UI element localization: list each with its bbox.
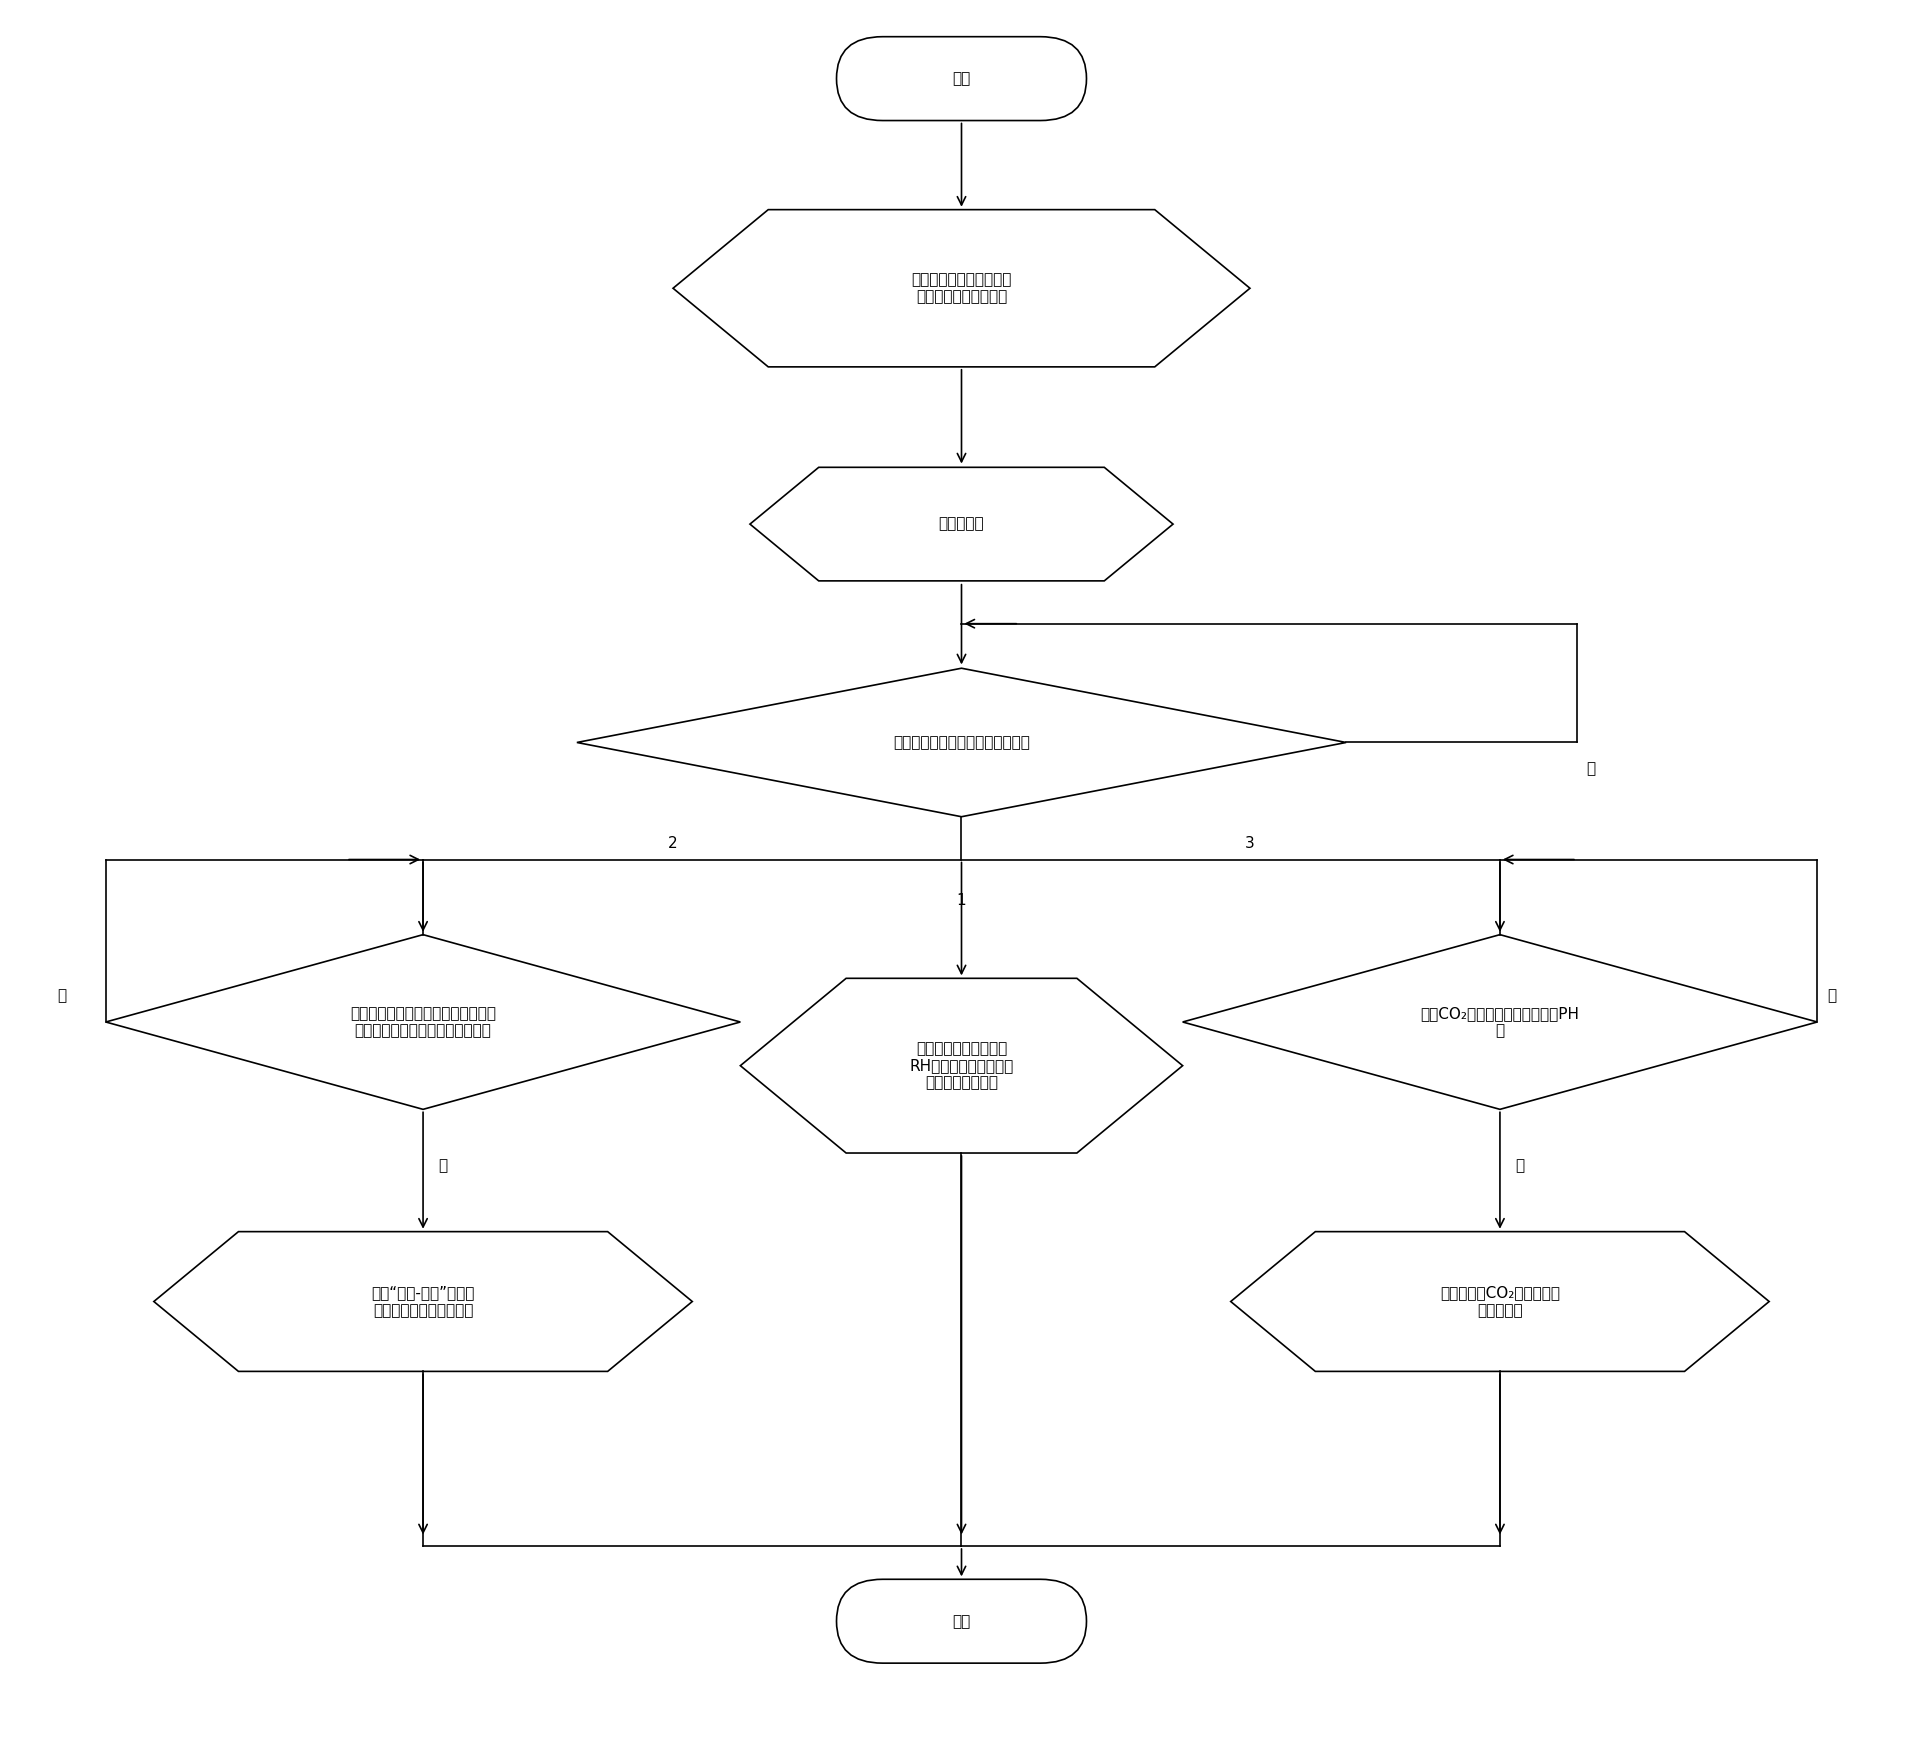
Text: 开始: 开始 <box>952 72 971 86</box>
Text: 记录各时刼CO₂的浓度，计
算传质系数: 记录各时刼CO₂的浓度，计 算传质系数 <box>1440 1286 1560 1317</box>
Polygon shape <box>1183 935 1817 1109</box>
Text: 吹入CO₂，是否达到指定的初始PH
值: 吹入CO₂，是否达到指定的初始PH 值 <box>1421 1006 1579 1038</box>
Text: 是: 是 <box>438 1158 448 1172</box>
Polygon shape <box>577 669 1346 818</box>
Text: 调节钓水模拟液体高度和
钓包位置以及氧枪位置: 调节钓水模拟液体高度和 钓包位置以及氧枪位置 <box>912 273 1011 304</box>
Text: 1: 1 <box>956 893 967 908</box>
Polygon shape <box>750 468 1173 582</box>
Text: 利用阿纽巴流量计测量
RH炉下降管液体流速，
进而计算循环流量: 利用阿纽巴流量计测量 RH炉下降管液体流速， 进而计算循环流量 <box>910 1041 1013 1090</box>
Text: 是: 是 <box>1515 1158 1525 1172</box>
Polygon shape <box>740 978 1183 1153</box>
FancyBboxPatch shape <box>837 37 1086 121</box>
Text: 结束: 结束 <box>952 1614 971 1628</box>
Polygon shape <box>106 935 740 1109</box>
Text: 吹气一定时间后，加入示踪剂，测定
电导率，是否达到稳定的电导率值: 吹气一定时间后，加入示踪剂，测定 电导率，是否达到稳定的电导率值 <box>350 1006 496 1038</box>
Polygon shape <box>673 210 1250 367</box>
Text: 利用液位计判定钓包液面是否稳定: 利用液位计判定钓包液面是否稳定 <box>892 735 1031 749</box>
Text: 3: 3 <box>1244 835 1256 851</box>
Polygon shape <box>154 1232 692 1371</box>
FancyBboxPatch shape <box>837 1579 1086 1663</box>
Text: 启动真空泵: 启动真空泵 <box>938 517 985 531</box>
Text: 利用“刺激-响应”技术测
定示踪剂的停留时间分布: 利用“刺激-响应”技术测 定示踪剂的停留时间分布 <box>371 1286 475 1317</box>
Polygon shape <box>1231 1232 1769 1371</box>
Text: 否: 否 <box>1827 989 1836 1003</box>
Text: 2: 2 <box>667 835 679 851</box>
Text: 否: 否 <box>1586 762 1596 776</box>
Text: 否: 否 <box>58 989 67 1003</box>
